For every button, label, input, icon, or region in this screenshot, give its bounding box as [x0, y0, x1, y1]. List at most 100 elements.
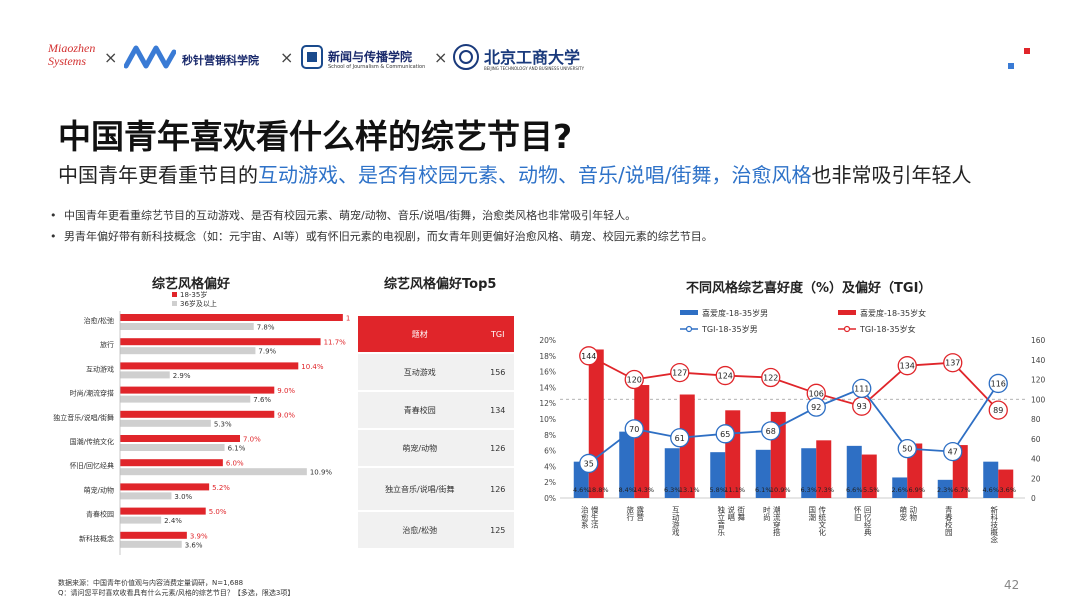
tgi-female-marker — [988, 400, 1008, 420]
left-chart-title: 综艺风格偏好 — [152, 277, 231, 292]
times-sign: × — [104, 48, 118, 67]
tgi-value-label: 70 — [629, 425, 639, 434]
bar-36plus — [120, 492, 172, 500]
bar-36plus — [120, 371, 170, 379]
tgi-male-marker — [624, 419, 644, 439]
y-left-tick-label: 20% — [539, 336, 556, 345]
x-category-label: 新科技概念 — [990, 505, 999, 544]
bar-value-label: 9.0% — [277, 411, 295, 419]
legend-marker — [843, 325, 851, 333]
legend-label: TGI-18-35岁男 — [701, 324, 758, 334]
table-cell: 126 — [481, 429, 514, 468]
tgi-value-label: 106 — [809, 389, 824, 398]
subtitle-highlight: 互动游戏、是否有校园元素、动物、音乐/说唱/街舞，治愈风格 — [258, 163, 812, 187]
y-right-tick-label: 160 — [1031, 336, 1046, 345]
tgi-value-label: 134 — [900, 362, 915, 371]
bar-value-label: 6.3% — [800, 486, 817, 494]
table-cell: 萌宠/动物 — [358, 429, 482, 468]
y-left-tick-label: 14% — [539, 383, 556, 392]
tgi-female-marker — [670, 362, 690, 383]
bar-36plus — [120, 444, 225, 451]
legend-swatch-18-35 — [172, 292, 177, 297]
x-tick-label: 潮流穿搭 — [772, 505, 781, 538]
times-sign: × — [280, 48, 294, 67]
x-tick-label: 回忆经典 — [863, 506, 872, 538]
table-cell: 独立音乐/说唱/街舞 — [358, 467, 482, 512]
tgi-female-marker — [715, 365, 735, 386]
bar-male — [664, 448, 680, 498]
tgi-value-label: 65 — [720, 430, 730, 439]
tgi-male-marker — [579, 453, 599, 474]
bar-male — [892, 477, 908, 498]
bar-36plus — [120, 468, 307, 476]
source-note: 数据来源：中国青年价值观与内容消费定量调研，N=1,688 — [58, 579, 244, 587]
bar-value-label: 8.4% — [618, 486, 635, 494]
bar-male — [801, 448, 817, 498]
x-tick-label: 时尚 — [762, 505, 771, 523]
legend-marker — [685, 325, 693, 333]
bar-value-label: 6.9% — [908, 486, 925, 494]
bar-female — [634, 385, 650, 498]
btbu-seal-icon — [453, 44, 479, 70]
y-right-tick-label: 20 — [1031, 474, 1041, 483]
tgi-male-marker — [806, 397, 826, 417]
tgi-female-marker — [897, 356, 917, 376]
y-left-tick-label: 4% — [544, 462, 556, 471]
y-left-tick-label: 12% — [539, 399, 556, 408]
category-label: 怀旧/回忆经典 — [70, 461, 114, 470]
y-right-tick-label: 100 — [1031, 395, 1046, 404]
bar-male — [755, 449, 771, 498]
category-label: 国潮/传统文化 — [70, 437, 114, 446]
y-left-tick-label: 8% — [544, 431, 556, 440]
tgi-male-marker — [715, 424, 735, 444]
x-tick-label: 说唱 — [727, 505, 736, 522]
miaozhen-logo: Miaozhen Systems — [48, 41, 96, 68]
bar-male — [846, 445, 862, 498]
page-number: 42 — [1004, 578, 1020, 592]
bar-36plus — [120, 516, 162, 524]
decorative-squares — [1008, 48, 1030, 69]
category-label: 青春校园 — [86, 510, 114, 519]
bar-18-35 — [120, 338, 321, 346]
category-label: 旅行 — [100, 340, 114, 349]
x-tick-label: 街舞 — [737, 505, 746, 523]
tgi-value-label: 50 — [902, 445, 912, 454]
bar-value-label: 7.8% — [257, 324, 275, 332]
bullet-text: 中国青年更看重综艺节目的互动游戏、是否有校园元素、萌宠/动物、音乐/说唱/街舞，… — [64, 209, 637, 222]
category-label: 互动游戏 — [86, 364, 114, 373]
x-category-label: 萌宠 动物 — [899, 505, 918, 523]
tgi-value-label: 120 — [627, 376, 642, 385]
y-left-tick-label: 6% — [544, 447, 556, 456]
x-category-label: 国潮 传统文化 — [808, 505, 827, 538]
bar-value-label: 6.1% — [228, 445, 246, 453]
bar-value-label: 2.6% — [891, 486, 908, 494]
legend-swatch-bar-female — [838, 310, 856, 315]
category-label: 治愈/松弛 — [84, 316, 114, 325]
tgi-value-label: 61 — [675, 434, 685, 443]
bar-value-label: 3.6% — [185, 541, 203, 549]
bullet-item: • 中国青年更看重综艺节目的互动游戏、是否有校园元素、萌宠/动物、音乐/说唱/街舞… — [50, 209, 637, 222]
bar-male — [983, 461, 999, 498]
bar-value-label: 4.6% — [573, 486, 590, 494]
category-label: 新科技概念 — [79, 534, 114, 543]
bar-value-label: 11.1% — [724, 486, 745, 494]
bullet-text: 男青年偏好带有新科技概念（如：元宇宙、AI等）或有怀旧元素的电视剧，而女青年则更… — [64, 230, 713, 243]
table-cell: 134 — [481, 391, 514, 430]
bar-18-35 — [120, 507, 206, 515]
page-title: 中国青年喜欢看什么样的综艺节目? — [58, 117, 573, 156]
mz-wave-logo-icon — [124, 45, 176, 69]
tgi-female-line — [588, 355, 999, 411]
y-right-tick-label: 40 — [1031, 455, 1041, 464]
school-emblem-icon — [301, 45, 323, 69]
bar-value-label: 6.0% — [226, 460, 244, 468]
tgi-male-marker — [670, 428, 690, 448]
header-cell: TGI — [481, 316, 514, 354]
style-tgi-combo-chart: 喜爱度-18-35岁男 喜爱度-18-35岁女 TGI-18-35岁男 TGI-18-… — [539, 308, 1046, 544]
times-sign: × — [434, 48, 448, 67]
tgi-value-label: 137 — [945, 359, 960, 368]
y-left-tick-label: 18% — [539, 352, 556, 361]
x-tick-label: 露营 — [636, 506, 645, 523]
bar-value-label: 6.3% — [664, 486, 681, 494]
bullet-item: • 男青年偏好带有新科技概念（如：元宇宙、AI等）或有怀旧元素的电视剧，而女青年则… — [50, 230, 713, 243]
school-logo-subtext: School of Journalism & Communication — [328, 64, 426, 70]
